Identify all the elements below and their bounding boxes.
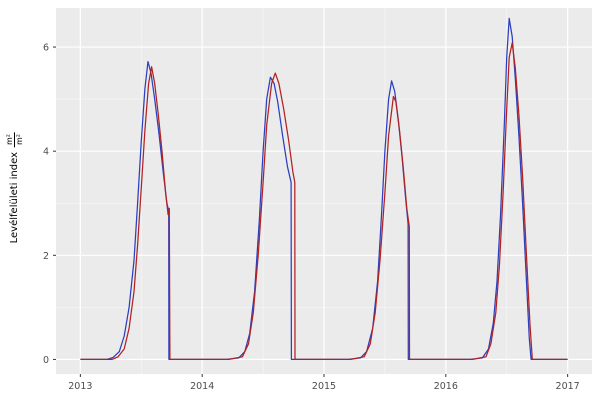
y-tick-label-4: 4 (43, 147, 49, 158)
x-tick-label-2014: 2014 (190, 381, 214, 392)
y-tick-label-2: 2 (43, 251, 49, 262)
y-tick-label-0: 0 (43, 355, 49, 366)
x-tick-label-2017: 2017 (556, 381, 580, 392)
x-tick-label-2016: 2016 (434, 381, 458, 392)
x-tick-label-2015: 2015 (312, 381, 336, 392)
series-red-line (80, 42, 568, 361)
x-tick-label-2013: 2013 (68, 381, 92, 392)
y-tick-label-6: 6 (43, 43, 49, 54)
